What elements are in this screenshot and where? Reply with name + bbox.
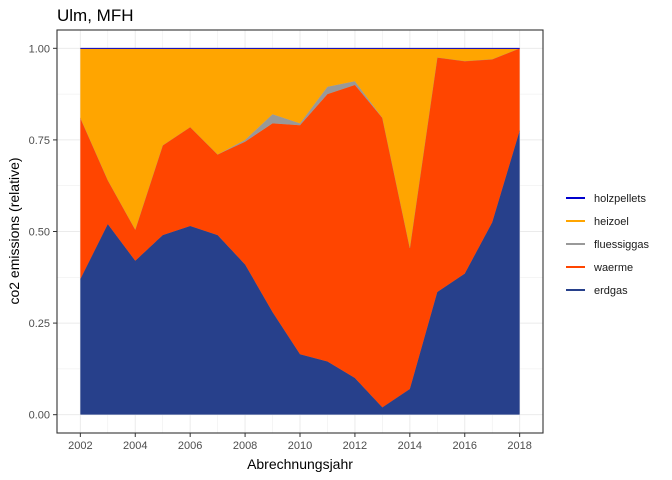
- legend-item-holzpellets: holzpellets: [566, 193, 646, 205]
- y-tick-label: 0.25: [29, 318, 50, 330]
- y-tick-label: 0.75: [29, 135, 50, 147]
- y-tick-label: 0.00: [29, 410, 50, 422]
- x-axis-title: Abrechnungsjahr: [247, 456, 353, 472]
- area-waerme: [80, 48, 520, 408]
- chart-title: Ulm, MFH: [57, 6, 133, 25]
- legend: holzpellets heizoel fluessiggas waerme erdga…: [566, 193, 650, 297]
- x-tick-label: 2018: [507, 440, 531, 452]
- x-tick-label: 2004: [123, 440, 147, 452]
- legend-label: heizoel: [594, 216, 629, 228]
- y-tick-label: 1.00: [29, 43, 50, 55]
- legend-item-waerme: waerme: [566, 262, 633, 274]
- x-tick-label: 2012: [343, 440, 367, 452]
- legend-item-fluessiggas: fluessiggas: [566, 239, 650, 251]
- x-axis: 2002 2004 2006 2008 2010 2012 2014 2016 2018: [68, 433, 532, 452]
- x-tick-label: 2006: [178, 440, 202, 452]
- area-erdgas: [80, 130, 520, 415]
- legend-label: holzpellets: [594, 193, 646, 205]
- x-tick-label: 2014: [398, 440, 422, 452]
- area-series: [80, 47, 520, 415]
- x-tick-label: 2002: [68, 440, 92, 452]
- legend-label: erdgas: [594, 285, 628, 297]
- x-tick-label: 2010: [288, 440, 312, 452]
- legend-item-erdgas: erdgas: [566, 285, 628, 297]
- y-tick-label: 0.50: [29, 227, 50, 239]
- legend-label: waerme: [593, 262, 633, 274]
- y-axis-title: co2 emissions (relative): [6, 157, 22, 304]
- legend-item-heizoel: heizoel: [566, 216, 629, 228]
- x-tick-label: 2016: [453, 440, 477, 452]
- x-tick-label: 2008: [233, 440, 257, 452]
- plot-panel: [56, 29, 544, 434]
- legend-label: fluessiggas: [594, 239, 650, 251]
- area-heizoel: [80, 48, 520, 248]
- y-axis: 0.00 0.25 0.50 0.75 1.00: [29, 43, 57, 422]
